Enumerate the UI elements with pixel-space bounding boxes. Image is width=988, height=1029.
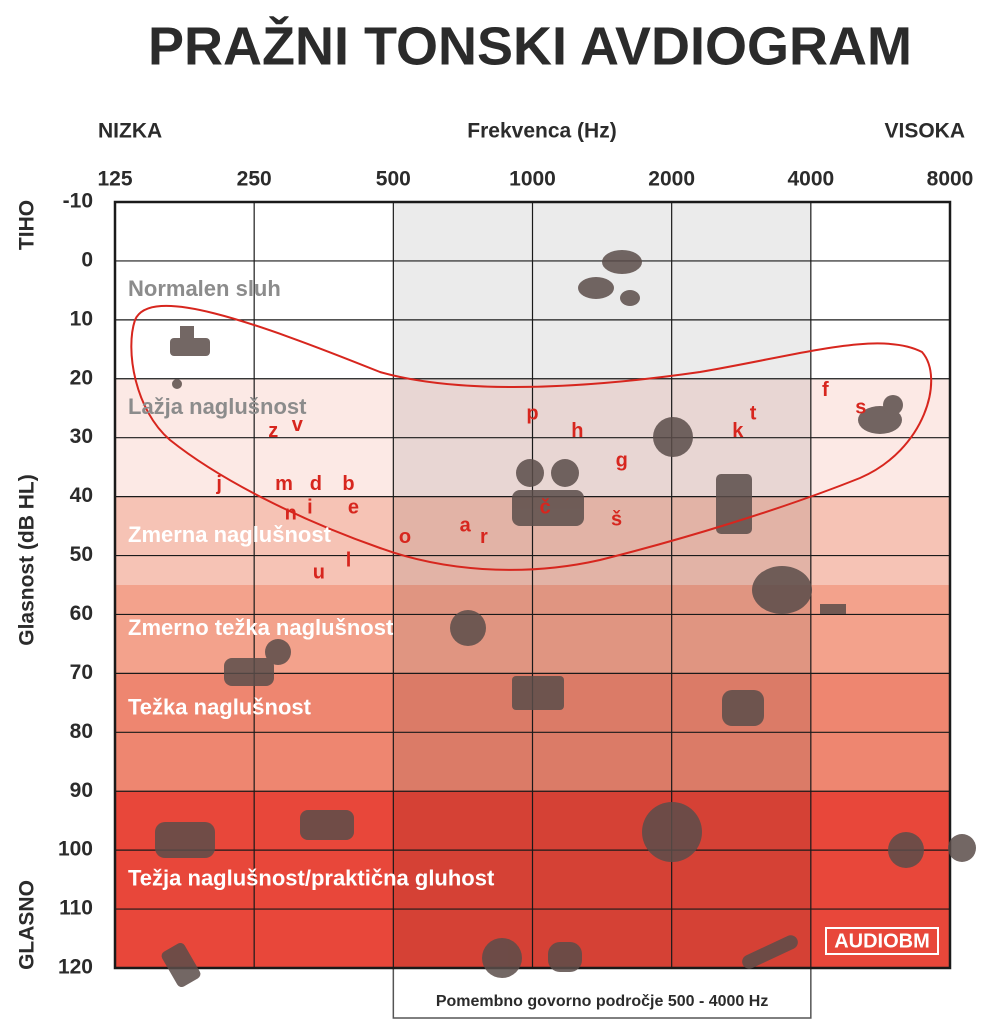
y-tick-label: -10 bbox=[63, 190, 93, 213]
phoneme: d bbox=[310, 473, 322, 495]
drop-icon bbox=[172, 379, 182, 389]
y-tick-label: 20 bbox=[70, 366, 93, 389]
clock-icon bbox=[653, 417, 693, 457]
x-tick-label: 250 bbox=[237, 168, 272, 191]
phoneme: v bbox=[292, 414, 304, 436]
phoneme: u bbox=[313, 561, 325, 583]
phoneme: h bbox=[571, 420, 583, 442]
logo-box bbox=[825, 927, 939, 955]
x-tick-label: 500 bbox=[376, 168, 411, 191]
chart-title: PRAŽNI TONSKI AVDIOGRAM bbox=[148, 15, 912, 76]
drum-icon bbox=[482, 938, 522, 978]
x-high-label: VISOKA bbox=[884, 120, 965, 143]
phone-icon bbox=[716, 474, 752, 534]
truck-icon bbox=[155, 822, 215, 858]
band-label: Zmerno težka naglušnost bbox=[128, 615, 394, 640]
dog-icon bbox=[265, 639, 291, 665]
phoneme: o bbox=[399, 526, 411, 548]
person-icon bbox=[551, 459, 579, 487]
phoneme: g bbox=[616, 450, 628, 472]
phoneme: l bbox=[346, 550, 352, 572]
y-tick-label: 80 bbox=[70, 720, 93, 743]
vacuum-icon bbox=[820, 604, 846, 614]
leaf-icon bbox=[602, 250, 642, 274]
y-tick-label: 100 bbox=[58, 838, 93, 861]
phoneme: š bbox=[611, 508, 622, 530]
y-tick-label: 120 bbox=[58, 956, 93, 979]
y-tick-label: 30 bbox=[70, 425, 93, 448]
x-tick-label: 125 bbox=[97, 168, 132, 191]
person-icon bbox=[516, 459, 544, 487]
y-bottom-label: GLASNO bbox=[16, 880, 39, 970]
x-low-label: NIZKA bbox=[98, 120, 162, 143]
phoneme: m bbox=[275, 473, 293, 495]
x-tick-label: 1000 bbox=[509, 168, 556, 191]
phoneme: p bbox=[526, 402, 538, 424]
x-tick-label: 8000 bbox=[927, 168, 974, 191]
motorcycle-icon bbox=[888, 832, 924, 868]
guitar-icon bbox=[548, 942, 582, 972]
baby-icon bbox=[450, 610, 486, 646]
phoneme: f bbox=[822, 379, 829, 401]
phoneme: k bbox=[732, 420, 744, 442]
y-tick-label: 50 bbox=[70, 543, 93, 566]
phoneme: s bbox=[855, 397, 866, 419]
phoneme: z bbox=[268, 420, 278, 442]
y-axis-label: Glasnost (dB HL) bbox=[16, 474, 39, 646]
plane-icon bbox=[742, 935, 798, 969]
y-tick-label: 40 bbox=[70, 484, 93, 507]
phoneme: b bbox=[342, 473, 354, 495]
band-label: Lažja naglušnost bbox=[128, 394, 307, 419]
speech-banana bbox=[130, 304, 933, 571]
phoneme: e bbox=[348, 497, 359, 519]
y-tick-label: 70 bbox=[70, 661, 93, 684]
bird-icon bbox=[883, 395, 903, 415]
motorcycle-icon bbox=[948, 834, 976, 862]
jackhammer-icon bbox=[161, 943, 201, 987]
phoneme: r bbox=[480, 526, 488, 548]
mower-icon bbox=[300, 810, 354, 840]
x-axis-label: Frekvenca (Hz) bbox=[467, 120, 616, 143]
phoneme: a bbox=[460, 514, 472, 536]
phoneme: n bbox=[285, 503, 297, 525]
speech-region bbox=[393, 202, 811, 968]
phoneme: č bbox=[540, 497, 551, 519]
faucet-icon bbox=[170, 338, 210, 356]
band-label: Težka naglušnost bbox=[128, 695, 312, 720]
y-tick-label: 0 bbox=[81, 248, 93, 271]
phoneme: t bbox=[750, 402, 757, 424]
vacuum-icon bbox=[752, 566, 812, 614]
leaf-icon bbox=[620, 290, 640, 306]
y-tick-label: 60 bbox=[70, 602, 93, 625]
x-tick-label: 4000 bbox=[787, 168, 834, 191]
x-tick-label: 2000 bbox=[648, 168, 695, 191]
saw-icon bbox=[642, 802, 702, 862]
y-tick-label: 110 bbox=[59, 897, 93, 920]
y-top-label: TIHO bbox=[16, 200, 39, 250]
phoneme: i bbox=[307, 497, 313, 519]
band-label: Normalen sluh bbox=[128, 276, 281, 301]
band-label: Zmerna naglušnost bbox=[128, 522, 332, 547]
leaf-icon bbox=[578, 277, 614, 299]
people-icon bbox=[512, 490, 584, 526]
logo: AUDIOBM bbox=[834, 930, 930, 952]
phoneme: j bbox=[215, 473, 222, 495]
dog-icon bbox=[224, 658, 274, 686]
icons bbox=[155, 250, 976, 987]
faucet-icon bbox=[180, 326, 194, 340]
y-tick-label: 90 bbox=[70, 779, 93, 802]
piano-icon bbox=[512, 676, 564, 710]
band-label: Težja naglušnost/praktična gluhost bbox=[128, 865, 495, 890]
plot-border bbox=[113, 200, 952, 970]
speech-region-caption: Pomembno govorno področje 500 - 4000 Hz bbox=[436, 993, 769, 1010]
y-tick-label: 10 bbox=[70, 307, 93, 330]
telephone-icon bbox=[722, 690, 764, 726]
